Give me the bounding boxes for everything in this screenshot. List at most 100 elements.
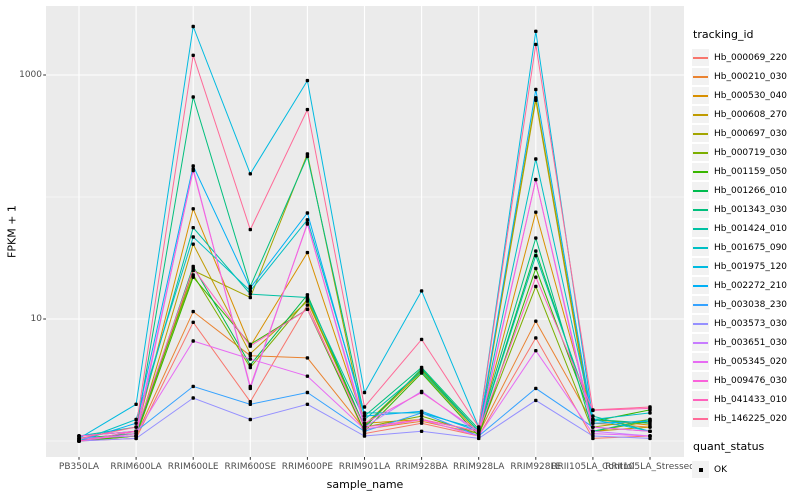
legend-item-label: Hb_000069_220: [714, 52, 788, 63]
data-point: [191, 24, 195, 29]
data-point: [362, 421, 367, 425]
data-point: [248, 286, 252, 290]
x-tick-label: RRIM600SE: [224, 462, 277, 472]
data-point: [534, 319, 538, 323]
legend-item: Hb_000530_040: [692, 86, 798, 105]
series-color-line: [693, 341, 708, 344]
data-point: [191, 226, 195, 230]
series-color-line: [693, 322, 708, 325]
data-point: [534, 177, 538, 182]
data-point: [191, 242, 195, 246]
data-point: [248, 227, 252, 232]
legend-item-ok: OK: [692, 460, 798, 479]
y-axis-title: FPKM + 1: [5, 205, 19, 258]
legend-item: Hb_003038_230: [692, 295, 798, 314]
legend-item: Hb_001975_120: [692, 257, 798, 276]
data-point: [591, 431, 595, 436]
data-point: [534, 254, 538, 258]
data-point: [477, 429, 481, 433]
series-color-line: [693, 113, 708, 116]
ok-point-key: [692, 461, 709, 478]
line-swatch-icon: [692, 315, 709, 332]
legend-item: Hb_000210_030: [692, 67, 798, 86]
series-color-line: [693, 189, 708, 192]
legend-item-label: Hb_000530_040: [714, 90, 788, 101]
data-point: [648, 429, 652, 433]
x-tick-label: RRIM928BA: [395, 462, 448, 472]
data-point: [305, 211, 310, 215]
y-tick-label: 10: [30, 314, 42, 324]
series-color-line: [693, 94, 708, 97]
data-point: [534, 386, 538, 391]
data-point: [591, 417, 595, 422]
data-point: [305, 154, 310, 159]
data-point: [305, 303, 310, 307]
data-point: [77, 439, 81, 443]
line-swatch-icon: [692, 277, 709, 294]
data-point: [305, 356, 310, 360]
data-point: [134, 421, 138, 425]
data-point: [248, 344, 252, 348]
data-point: [134, 417, 138, 422]
data-point: [134, 425, 138, 429]
legend-item: Hb_000697_030: [692, 124, 798, 143]
data-point: [191, 339, 195, 343]
data-point: [534, 157, 538, 161]
line-swatch-icon: [692, 410, 709, 427]
data-point: [191, 384, 195, 389]
x-axis-title: sample_name: [326, 478, 404, 491]
line-swatch-icon: [692, 144, 709, 161]
data-point: [248, 384, 252, 389]
data-point: [248, 289, 252, 293]
series-color-line: [693, 284, 708, 287]
data-point: [477, 434, 481, 438]
line-swatch-icon: [692, 353, 709, 370]
legend-item-label: OK: [714, 464, 727, 475]
legend-item-label: Hb_002272_210: [714, 280, 788, 291]
line-swatch-icon: [692, 258, 709, 275]
data-point: [362, 417, 367, 422]
data-point: [305, 78, 310, 83]
line-swatch-icon: [692, 125, 709, 142]
data-point: [419, 289, 424, 293]
legend-item: Hb_041433_010: [692, 390, 798, 409]
data-point: [534, 284, 538, 289]
legend-item-label: Hb_041433_010: [714, 394, 788, 405]
line-swatch-icon: [692, 49, 709, 66]
series-color-line: [693, 208, 708, 211]
x-tick-label: RRII105LA_Control: [551, 462, 635, 472]
line-swatch-icon: [692, 296, 709, 313]
data-point: [477, 425, 481, 429]
data-point: [648, 405, 652, 409]
data-point: [362, 390, 367, 395]
line-swatch-icon: [692, 239, 709, 256]
x-tick-label: RRIM928LA: [452, 462, 505, 472]
data-point: [191, 95, 195, 99]
data-point: [134, 402, 138, 406]
legend-item-label: Hb_001675_090: [714, 242, 788, 253]
data-point: [419, 337, 424, 342]
series-color-line: [693, 132, 708, 135]
data-point: [534, 336, 538, 340]
line-swatch-icon: [692, 87, 709, 104]
y-tick-label: 1000: [19, 70, 42, 80]
legend-item-label: Hb_146225_020: [714, 413, 788, 424]
data-point: [191, 164, 195, 168]
x-tick-label: RRIM600LA: [110, 462, 162, 472]
legend-item-label: Hb_003651_030: [714, 337, 788, 348]
series-color-line: [693, 417, 708, 420]
legend-item-label: Hb_003038_230: [714, 299, 788, 310]
data-point: [534, 275, 538, 279]
legend-item-label: Hb_001343_030: [714, 204, 788, 215]
data-point: [191, 266, 195, 271]
legend-item: Hb_000608_270: [692, 105, 798, 124]
data-point: [534, 210, 538, 214]
data-point: [362, 414, 367, 418]
data-point: [248, 295, 252, 300]
point-glyph-icon: [698, 467, 703, 472]
data-point: [248, 400, 252, 404]
line-swatch-icon: [692, 334, 709, 351]
data-point: [419, 411, 424, 415]
data-point: [191, 396, 195, 400]
